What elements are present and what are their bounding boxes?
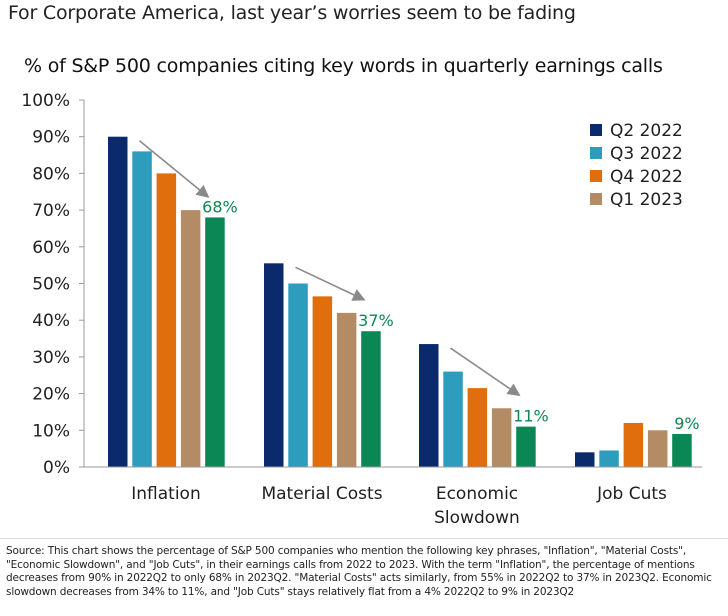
divider	[0, 538, 728, 539]
headline: For Corporate America, last year’s worri…	[8, 2, 576, 24]
value-annotation: 37%	[358, 311, 394, 330]
legend-swatch	[590, 147, 602, 159]
trend-arrows	[138, 140, 521, 397]
y-tick-label: 10%	[32, 421, 70, 441]
value-annotation: 68%	[202, 197, 238, 216]
bar	[336, 312, 357, 467]
bar	[132, 151, 152, 467]
bar	[672, 433, 692, 467]
x-tick-label: Slowdown	[434, 508, 520, 528]
bar	[623, 422, 644, 467]
x-tick-label: Inflation	[131, 484, 200, 504]
legend-swatch	[590, 170, 602, 182]
value-annotation: 9%	[674, 414, 699, 433]
legend-swatch	[590, 124, 602, 136]
value-annotation: 11%	[513, 407, 549, 426]
chart-title: % of S&P 500 companies citing key words …	[24, 55, 663, 77]
bar	[180, 210, 201, 467]
bar	[205, 217, 225, 467]
y-tick-label: 40%	[32, 311, 70, 331]
bar	[108, 136, 128, 467]
value-annotations: 68% 37% 11% 9%	[202, 197, 699, 433]
x-axis: Inflation Material Costs Economic Slowdown J…	[84, 466, 702, 528]
x-tick-label: Material Costs	[261, 484, 382, 504]
x-tick-label: Job Cuts	[596, 484, 667, 504]
bar	[647, 430, 668, 467]
y-tick-label: 50%	[32, 275, 70, 295]
source-note: Source: This chart shows the percentage …	[6, 545, 712, 598]
bar	[467, 388, 488, 467]
bar	[599, 450, 619, 467]
y-tick-label: 80%	[32, 164, 70, 184]
y-axis: 0% 10% 20% 30% 40% 50% 60% 70% 80% 90% 100%	[21, 91, 85, 478]
bar	[288, 283, 308, 467]
bar-chart: 0% 10% 20% 30% 40% 50% 60% 70% 80% 90% 100% 68% 37%…	[21, 91, 702, 528]
y-tick-label: 70%	[32, 201, 70, 221]
bar	[575, 452, 595, 467]
trend-arrow	[295, 266, 366, 301]
y-tick-label: 60%	[32, 238, 70, 258]
x-tick-label: Economic	[436, 484, 518, 504]
bar	[156, 173, 177, 467]
trend-arrow	[450, 347, 521, 397]
legend-swatch	[590, 193, 602, 205]
y-tick-label: 100%	[21, 91, 70, 111]
legend-label: Q1 2023	[610, 190, 683, 210]
bar	[361, 331, 381, 467]
bar	[443, 371, 463, 467]
legend-label: Q3 2022	[610, 144, 683, 164]
y-tick-label: 30%	[32, 348, 70, 368]
legend-label: Q4 2022	[610, 167, 683, 187]
bars	[108, 136, 692, 467]
bar	[419, 344, 439, 467]
trend-arrow	[138, 140, 210, 198]
y-tick-label: 20%	[32, 385, 70, 405]
legend-label: Q2 2022	[610, 121, 683, 141]
bar	[312, 296, 333, 467]
bar	[491, 408, 512, 467]
legend: Q2 2022 Q3 2022 Q4 2022 Q1 2023	[590, 121, 683, 210]
bar	[516, 426, 536, 467]
y-tick-label: 90%	[32, 128, 70, 148]
bar	[264, 263, 284, 467]
y-tick-label: 0%	[43, 458, 70, 478]
